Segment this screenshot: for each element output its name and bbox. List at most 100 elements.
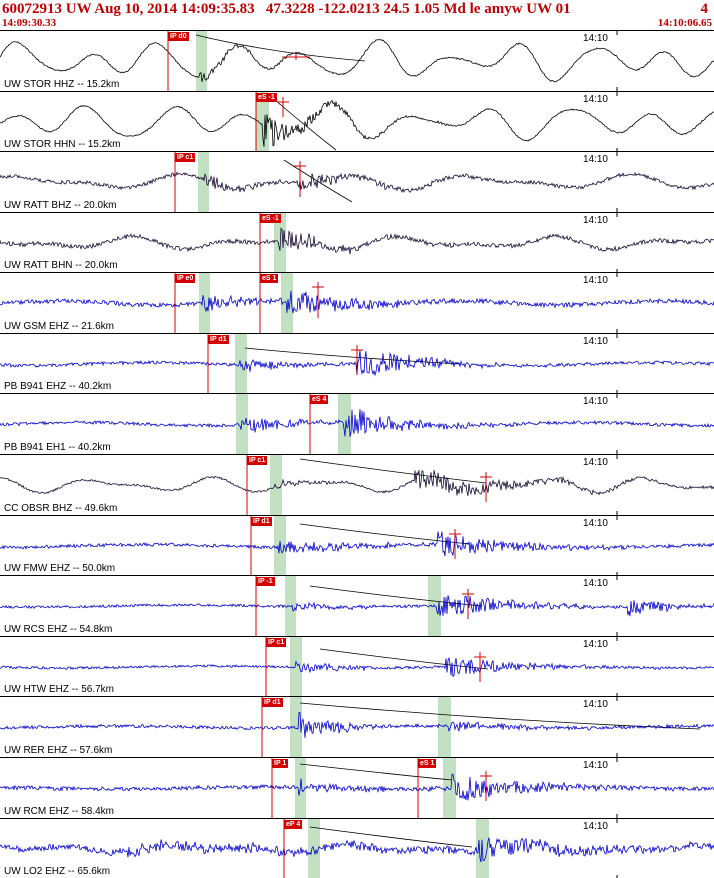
pick-flag[interactable]: eS 1: [418, 758, 437, 768]
trace-panel[interactable]: UW STOR HHZ -- 15.2km 14:10 IP d0: [0, 31, 714, 92]
station-label: UW FMW EHZ -- 50.0km: [4, 563, 116, 575]
seismogram[interactable]: [0, 31, 714, 91]
pick-flag[interactable]: IP d0: [168, 32, 189, 41]
station-label: UW RCS EHZ -- 54.8km: [4, 623, 113, 635]
trace-panel[interactable]: UW STOR HHN -- 15.2km 14:10 eS -1: [0, 91, 714, 153]
waveform-trace[interactable]: [0, 595, 714, 617]
seismogram[interactable]: [0, 576, 714, 636]
pick-uncertainty-band: [285, 576, 296, 636]
trace-panel[interactable]: UW LO2 EHZ -- 65.6km 14:10 eP 4: [0, 818, 714, 878]
pick-flag[interactable]: eS -1: [256, 92, 277, 102]
pick-uncertainty-band: [290, 697, 302, 757]
seismogram[interactable]: [0, 273, 714, 333]
station-label: UW RER EHZ -- 57.6km: [4, 744, 113, 756]
traveltime-curve: [309, 826, 473, 847]
time-label: 14:10: [582, 759, 608, 771]
pick-flag[interactable]: IP e0: [175, 274, 196, 284]
pick-uncertainty-band: [281, 273, 293, 333]
pick-flag[interactable]: IP c1: [247, 456, 268, 466]
waveform-trace[interactable]: [0, 837, 714, 862]
pick-flag[interactable]: IP 1: [272, 758, 289, 768]
pick-flag[interactable]: IP c1: [175, 153, 196, 163]
seismogram[interactable]: [0, 636, 714, 697]
traveltime-curve: [299, 523, 471, 545]
station-label: UW GSM EHZ -- 21.6km: [4, 320, 115, 332]
station-label: UW STOR HHZ -- 15.2km: [4, 78, 120, 90]
time-label: 14:10: [582, 638, 608, 650]
traveltime-curve: [309, 585, 483, 607]
waveform-trace[interactable]: [0, 656, 714, 677]
seismogram[interactable]: [0, 757, 714, 818]
waveform-trace[interactable]: [0, 227, 714, 254]
trace-panel[interactable]: UW RCM EHZ -- 58.4km 14:10 IP 1 eS 1: [0, 757, 714, 819]
trace-panel[interactable]: UW FMW EHZ -- 50.0km 14:10 IP d1: [0, 515, 714, 577]
header-line2: 14:09:30.33 14:10:06.65: [0, 17, 714, 29]
station-label: UW RCM EHZ -- 58.4km: [4, 805, 114, 817]
time-label: 14:10: [582, 820, 608, 832]
event-summary: 60072913 UW Aug 10, 2014 14:09:35.83 47.…: [2, 1, 571, 17]
time-label: 14:10: [582, 517, 608, 529]
waveform-trace[interactable]: [0, 171, 714, 194]
waveform-trace[interactable]: [0, 712, 714, 739]
trace-panel[interactable]: PB B941 EHZ -- 40.2km 14:10 IP d1: [0, 333, 714, 395]
seismogram[interactable]: [0, 515, 714, 576]
window-start-time: 14:09:30.33: [2, 17, 57, 29]
header: 60072913 UW Aug 10, 2014 14:09:35.83 47.…: [0, 0, 714, 31]
seismogram[interactable]: [0, 333, 714, 394]
waveform-trace[interactable]: [0, 531, 714, 556]
time-label: 14:10: [582, 457, 608, 469]
station-label: CC OBSR BHZ -- 49.6km: [4, 502, 118, 514]
trace-panel[interactable]: UW GSM EHZ -- 21.6km 14:10 IP e0 eS 1: [0, 273, 714, 334]
trace-panel[interactable]: UW RATT BHZ -- 20.0km 14:10 IP c1: [0, 152, 714, 213]
pick-uncertainty-band: [438, 697, 451, 757]
waveform-trace[interactable]: [0, 470, 714, 496]
station-label: UW HTW EHZ -- 56.7km: [4, 684, 114, 696]
station-label: UW RATT BHN -- 20.0km: [4, 260, 118, 272]
seismogram[interactable]: [0, 455, 714, 515]
pick-flag[interactable]: IP d1: [262, 698, 283, 708]
pick-uncertainty-band: [308, 818, 320, 878]
waveform-trace[interactable]: [0, 773, 714, 801]
seismogram[interactable]: [0, 394, 714, 455]
trace-panel[interactable]: CC OBSR BHZ -- 49.6km 14:10 IP c1: [0, 455, 714, 516]
traveltime-curve: [299, 458, 487, 484]
waveform-trace[interactable]: [0, 38, 714, 83]
seismogram[interactable]: [0, 152, 714, 212]
traveltime-curve: [299, 702, 701, 730]
trace-panel[interactable]: UW RATT BHN -- 20.0km 14:10 eS -1: [0, 212, 714, 274]
pick-uncertainty-band: [443, 757, 456, 818]
trace-panel[interactable]: PB B941 EH1 -- 40.2km 14:10 eS 4: [0, 394, 714, 456]
seismogram[interactable]: [0, 818, 714, 878]
seismogram[interactable]: [0, 212, 714, 273]
time-label: 14:10: [582, 214, 608, 226]
trace-panels: UW STOR HHZ -- 15.2km 14:10 IP d0 UW STO…: [0, 31, 714, 878]
waveform-trace[interactable]: [0, 349, 714, 377]
pick-uncertainty-band: [290, 636, 302, 697]
waveform-trace[interactable]: [0, 99, 714, 147]
pick-flag[interactable]: IP -1: [256, 577, 275, 587]
pick-uncertainty-band: [198, 152, 209, 212]
trace-panel[interactable]: UW HTW EHZ -- 56.7km 14:10 IP c1: [0, 636, 714, 698]
trace-panel[interactable]: UW RCS EHZ -- 54.8km 14:10 IP -1: [0, 576, 714, 637]
traveltime-curve: [319, 648, 489, 670]
pick-flag[interactable]: eS 1: [260, 274, 279, 284]
time-label: 14:10: [582, 154, 608, 166]
waveform-trace[interactable]: [0, 409, 714, 438]
seismogram[interactable]: [0, 697, 714, 757]
time-label: 14:10: [582, 335, 608, 347]
header-line1: 60072913 UW Aug 10, 2014 14:09:35.83 47.…: [0, 0, 714, 17]
pick-flag[interactable]: eS -1: [260, 213, 281, 223]
trace-panel[interactable]: UW RER EHZ -- 57.6km 14:10 IP d1: [0, 697, 714, 758]
waveform-trace[interactable]: [0, 290, 714, 314]
traveltime-curve: [244, 347, 461, 365]
pick-flag[interactable]: eP 4: [284, 819, 303, 829]
pick-flag[interactable]: eS 4: [310, 395, 329, 405]
traveltime-curve: [195, 34, 366, 62]
pick-flag[interactable]: IP d1: [251, 516, 272, 526]
window-end-time: 14:10:06.65: [657, 17, 712, 29]
time-label: 14:10: [582, 33, 608, 44]
pick-flag[interactable]: IP c1: [266, 637, 287, 647]
pick-flag[interactable]: IP d1: [208, 334, 229, 344]
header-right-count: 4: [700, 1, 709, 17]
